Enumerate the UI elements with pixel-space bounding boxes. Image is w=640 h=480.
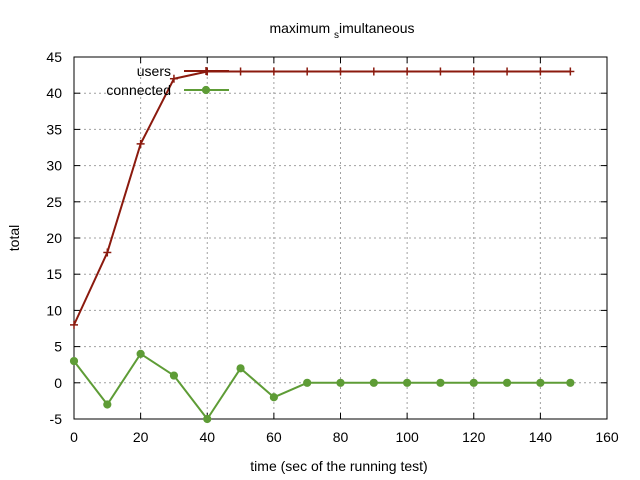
y-tick-label: -5 [50,411,63,427]
data-point-users [70,320,78,329]
x-tick-label: 140 [529,429,553,445]
data-point-users [236,67,245,76]
data-point-users [269,67,278,76]
data-point-connected [403,378,412,387]
axis-ticks: 0 20 40 60 80 100 120 140 160 -5 0 5 10 15 20 25 30 35 40 4… [46,49,618,445]
grid-lines [74,57,607,419]
series-users [70,67,575,329]
data-point-connected [436,378,445,387]
data-point-users [566,67,575,76]
y-tick-label: 10 [46,302,62,318]
data-point-users [536,67,545,76]
data-point-connected [502,378,512,387]
data-point-connected [103,400,112,409]
data-point-users [369,67,378,76]
data-point-users [169,74,178,83]
y-tick-label: 0 [54,375,62,391]
data-point-users [336,67,345,76]
data-point-connected [203,414,212,424]
legend-entry-users: users [137,63,229,79]
data-point-users [303,67,312,76]
chart-title: maximum simultaneous [269,20,414,41]
data-point-users [503,67,512,76]
y-tick-label: 45 [46,49,62,65]
title-part-subscript: s [334,30,339,41]
y-tick-label: 5 [54,339,62,355]
y-tick-label: 20 [46,230,62,246]
data-point-connected [536,378,545,387]
data-point-users [469,67,478,76]
series-line-users [73,70,571,326]
legend-label-users: users [137,63,171,79]
x-tick-label: 0 [70,429,78,445]
data-point-connected [236,364,245,373]
legend-marker-users [202,67,210,75]
x-tick-label: 80 [333,429,349,445]
data-point-users [436,67,445,76]
data-point-users [136,139,145,148]
data-point-connected [69,356,79,366]
x-tick-label: 20 [133,429,149,445]
x-tick-label: 120 [462,429,486,445]
y-tick-label: 35 [46,121,62,137]
series-layer [69,67,575,424]
data-point-connected [269,393,278,402]
data-point-connected [136,349,145,358]
data-point-connected [469,378,478,387]
x-axis-label: time (sec of the running test) [250,458,427,474]
y-tick-label: 40 [46,85,62,101]
title-part-2: imultaneous [339,20,415,36]
data-point-users [403,67,412,76]
x-tick-label: 60 [266,429,282,445]
data-point-connected [566,378,575,387]
legend: users connected [106,63,229,98]
legend-label-connected: connected [106,82,171,98]
legend-entry-connected: connected [106,82,229,98]
y-tick-label: 30 [46,158,62,174]
series-connected [69,349,575,424]
x-tick-label: 160 [595,429,619,445]
title-part-1: maximum [269,20,334,36]
series-line-connected [73,352,571,420]
data-point-connected [336,378,345,387]
y-tick-label: 25 [46,194,62,210]
data-point-connected [169,371,179,380]
x-tick-label: 40 [199,429,215,445]
y-tick-label: 15 [46,266,62,282]
x-tick-label: 100 [395,429,419,445]
data-point-connected [303,378,312,387]
legend-marker-connected [201,85,211,95]
data-point-connected [369,378,378,387]
data-point-users [103,248,112,257]
y-axis-label: total [6,225,22,251]
